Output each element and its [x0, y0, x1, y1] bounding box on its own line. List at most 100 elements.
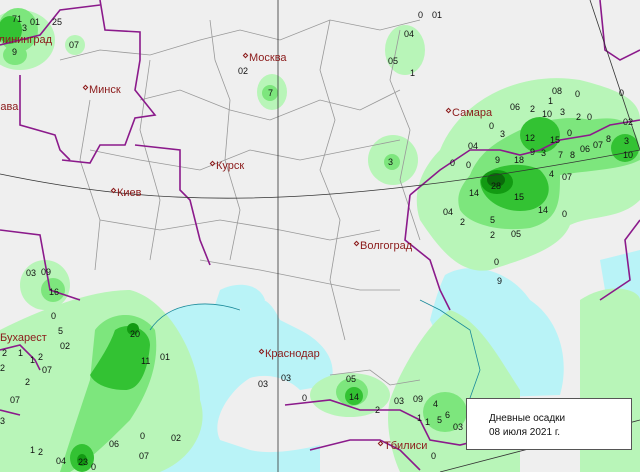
- precip-value: 11: [141, 356, 150, 366]
- city-8: Бухарест: [0, 332, 47, 344]
- precip-value: 05: [388, 56, 398, 66]
- city-marker-icon: [110, 187, 117, 194]
- precip-value: 15: [550, 135, 560, 145]
- precip-value: 12: [525, 133, 535, 143]
- precip-value: 09: [41, 267, 51, 277]
- precip-value: 3: [560, 107, 565, 117]
- precip-value: 0: [466, 160, 471, 170]
- precip-value: 1: [410, 68, 415, 78]
- precip-value: 06: [109, 439, 119, 449]
- azov-sea: [215, 284, 265, 310]
- precip-value: 15: [514, 192, 524, 202]
- city-2: Минск: [82, 84, 121, 96]
- precip-value: 4: [549, 169, 554, 179]
- precip-value: 20: [130, 329, 140, 339]
- precip-value: 05: [346, 374, 356, 384]
- city-name: Самара: [452, 107, 493, 119]
- precip-value: 7: [268, 88, 273, 98]
- precip-value: 2: [460, 217, 465, 227]
- precip-value: 02: [623, 117, 633, 127]
- precip-value: 2: [490, 230, 495, 240]
- city-marker-icon: [242, 52, 249, 59]
- precip-value: 10: [623, 150, 633, 160]
- precip-value: 2: [2, 348, 7, 358]
- precip-value: 0: [418, 10, 423, 20]
- city-5: Киев: [110, 187, 142, 199]
- precip-value: 02: [171, 433, 181, 443]
- precip-value: 06: [580, 144, 590, 154]
- precip-value: 03: [281, 373, 291, 383]
- precip-value: 1: [18, 348, 23, 358]
- city-marker-icon: [258, 348, 265, 355]
- city-4: Курск: [209, 160, 244, 172]
- precip-value: 0: [91, 462, 96, 472]
- city-name: Москва: [249, 52, 287, 64]
- precip-value: 02: [238, 66, 248, 76]
- precip-value: 16: [49, 287, 59, 297]
- precip-value: 2: [38, 447, 43, 457]
- precip-value: 2: [25, 377, 30, 387]
- precip-value: 5: [58, 326, 63, 336]
- precip-value: 10: [542, 109, 552, 119]
- precip-value: 9: [12, 47, 17, 57]
- city-name: Варшава: [0, 101, 19, 113]
- city-marker-icon: [445, 107, 452, 114]
- legend-title: Дневные осадки: [489, 413, 566, 424]
- precip-value: 5: [437, 415, 442, 425]
- city-9: Краснодар: [258, 348, 320, 360]
- precip-value: 14: [469, 188, 479, 198]
- precip-value: 0: [562, 209, 567, 219]
- precip-value: 0: [450, 158, 455, 168]
- precip-value: 1: [425, 417, 430, 427]
- precip-value: 03: [26, 268, 36, 278]
- city-name: Волгоград: [360, 240, 413, 252]
- precip-value: 01: [160, 352, 170, 362]
- precip-value: 1: [548, 96, 553, 106]
- precip-value: 1: [417, 413, 422, 423]
- precip-value: 07: [10, 395, 20, 405]
- precip-value: 0: [302, 393, 307, 403]
- precip-value: 04: [404, 29, 414, 39]
- precip-value: 02: [60, 341, 70, 351]
- precip-value: 5: [490, 215, 495, 225]
- precip-value: 9: [497, 276, 502, 286]
- precip-value: 2: [0, 363, 5, 373]
- precip-value: 2: [38, 352, 43, 362]
- city-labels: Калининград Варшава Минск Москва Курск Киев Са…: [0, 34, 493, 452]
- precip-value: 0: [489, 121, 494, 131]
- precip-value: 09: [413, 394, 423, 404]
- precip-value: 2: [576, 112, 581, 122]
- city-marker-icon: [353, 240, 360, 247]
- precip-value: 2: [530, 104, 535, 114]
- city-6: Самара: [445, 107, 493, 119]
- region-borders: [59, 19, 421, 386]
- precip-value: 04: [468, 141, 478, 151]
- precip-value: 3: [0, 416, 5, 426]
- city-marker-icon: [377, 440, 384, 447]
- city-10: Тбилиси: [377, 440, 427, 452]
- legend-date: 08 июля 2021 г.: [489, 427, 561, 438]
- city-name: Минск: [89, 84, 121, 96]
- precip-extreme: [487, 173, 505, 187]
- precip-value: 9: [530, 147, 535, 157]
- city-name: Киев: [117, 187, 142, 199]
- precip-value: 0: [51, 311, 56, 321]
- precip-value: 06: [510, 102, 520, 112]
- precip-value: 71: [12, 14, 22, 24]
- precip-value: 04: [443, 207, 453, 217]
- city-name: Калининград: [0, 34, 53, 46]
- precip-value: 18: [514, 155, 524, 165]
- precip-value: 07: [139, 451, 149, 461]
- precip-value: 14: [349, 392, 359, 402]
- precip-value: 07: [593, 140, 603, 150]
- city-1: Варшава: [0, 101, 19, 113]
- city-name: Краснодар: [265, 348, 320, 360]
- precip-value: 3: [22, 23, 27, 33]
- precip-value: 14: [538, 205, 548, 215]
- city-3: Москва: [242, 52, 287, 64]
- precip-value: 03: [394, 396, 404, 406]
- precip-value: 9: [495, 155, 500, 165]
- precip-value: 0: [575, 89, 580, 99]
